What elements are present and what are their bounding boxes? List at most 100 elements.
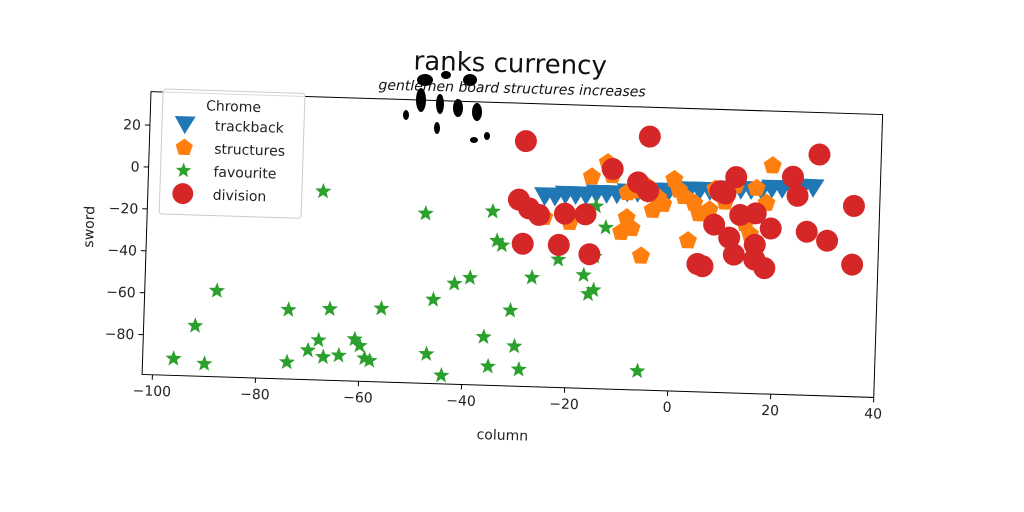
division-point — [781, 165, 804, 188]
y-tick-label: 20 — [123, 117, 141, 134]
x-tick-label: 20 — [761, 403, 779, 420]
structures-point — [678, 231, 697, 249]
division-point — [511, 232, 534, 255]
division-point — [703, 213, 726, 236]
favourite-point — [208, 282, 226, 298]
favourite-point — [310, 331, 327, 348]
x-tick-label: −40 — [446, 393, 476, 410]
division-point — [528, 203, 551, 226]
legend-label-structures: structures — [214, 142, 285, 160]
favourite-point — [506, 337, 523, 354]
division-point — [725, 166, 748, 189]
favourite-point — [373, 300, 390, 316]
favourite-point — [494, 236, 511, 253]
legend-label-division: division — [212, 188, 266, 206]
division-point — [574, 203, 597, 226]
division-point — [795, 220, 818, 243]
ink-blot-decoration — [403, 71, 490, 143]
x-tick-label: −20 — [549, 396, 579, 413]
favourite-point — [489, 232, 506, 248]
structures-point — [763, 156, 782, 174]
division-point — [553, 202, 576, 225]
favourite-point — [425, 291, 442, 307]
favourite-point — [351, 337, 368, 353]
division-point — [578, 243, 601, 266]
favourite-point — [330, 346, 347, 363]
legend-label-favourite: favourite — [213, 165, 276, 183]
division-point — [786, 184, 809, 207]
division-point — [691, 255, 714, 278]
structures-point — [654, 194, 673, 212]
favourite-point — [315, 348, 332, 365]
structures-point — [582, 167, 602, 185]
legend-marker-structures — [175, 138, 193, 156]
y-tick-label: 0 — [130, 159, 139, 175]
x-tick-label: −100 — [132, 383, 171, 400]
favourite-point — [629, 362, 646, 379]
chart-subtitle: gentlemen board structures increases — [378, 78, 646, 101]
favourite-point — [321, 300, 339, 317]
favourite-point — [361, 352, 378, 368]
trackback-point — [802, 178, 825, 198]
favourite-point — [510, 360, 527, 377]
favourite-point — [585, 281, 602, 298]
division-point — [722, 243, 745, 266]
x-tick-label: −60 — [343, 390, 373, 407]
favourite-point — [446, 275, 463, 291]
legend-marker-favourite — [175, 162, 192, 178]
legend-title: Chrome — [206, 98, 261, 116]
y-tick-label: −80 — [105, 326, 135, 343]
favourite-point — [418, 345, 435, 362]
y-tick-label: −60 — [106, 285, 136, 302]
favourite-point — [484, 202, 501, 219]
series-favourite — [165, 182, 646, 383]
favourite-point — [502, 301, 519, 318]
y-tick-label: −20 — [108, 201, 138, 218]
series-division — [507, 125, 865, 280]
legend: Chrome trackback structures favourite divis… — [158, 88, 306, 219]
division-point — [547, 233, 570, 256]
structures-point — [700, 200, 719, 218]
division-point — [816, 229, 839, 252]
division-point — [638, 125, 661, 148]
favourite-point — [462, 269, 479, 285]
x-tick-label: 0 — [662, 400, 671, 416]
division-point — [601, 158, 624, 181]
favourite-point — [315, 182, 332, 199]
division-point — [842, 194, 865, 217]
division-point — [718, 226, 741, 249]
division-point — [637, 180, 660, 203]
structures-point — [612, 222, 631, 241]
favourite-point — [479, 357, 497, 374]
x-tick-label: 40 — [864, 406, 882, 423]
favourite-point — [475, 328, 492, 345]
structures-point — [747, 178, 766, 197]
division-point — [714, 182, 737, 205]
favourite-point — [299, 341, 317, 358]
division-point — [841, 253, 864, 276]
legend-marker-trackback — [174, 115, 196, 135]
favourite-point — [550, 251, 567, 267]
favourite-point — [356, 349, 373, 366]
legend-marker-division — [172, 183, 194, 205]
legend-box — [158, 88, 306, 219]
division-point — [744, 202, 767, 225]
y-axis-label: sword — [81, 206, 98, 248]
division-point — [759, 217, 782, 240]
structures-point — [631, 246, 651, 264]
y-tick-label: −40 — [107, 243, 137, 260]
favourite-point — [278, 353, 296, 370]
favourite-point — [187, 317, 204, 333]
favourite-point — [433, 366, 450, 383]
plot-area-frame — [141, 91, 884, 398]
favourite-point — [196, 355, 213, 371]
division-point — [753, 257, 776, 280]
favourite-point — [165, 350, 182, 366]
x-tick-label: −80 — [240, 387, 270, 404]
favourite-point — [580, 285, 597, 302]
favourite-point — [575, 266, 592, 283]
division-point — [808, 143, 831, 166]
favourite-point — [346, 330, 363, 347]
division-point — [514, 130, 537, 153]
